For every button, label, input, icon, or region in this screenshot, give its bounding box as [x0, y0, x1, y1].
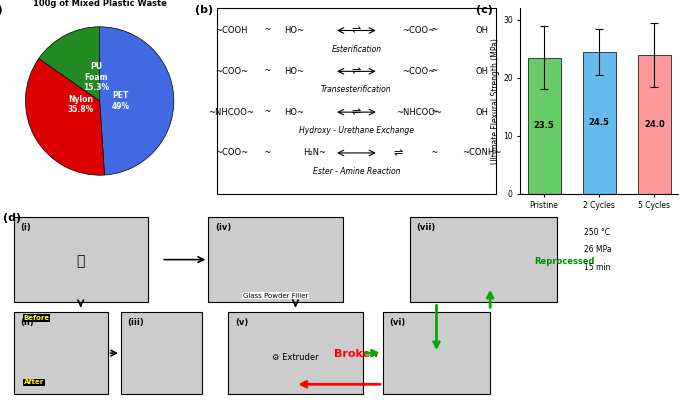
Wedge shape [25, 59, 105, 175]
Text: ⇌: ⇌ [393, 148, 403, 158]
Text: HO~: HO~ [284, 67, 303, 76]
Text: OH: OH [475, 67, 488, 76]
Text: (v): (v) [235, 318, 249, 327]
Text: 250 °C: 250 °C [584, 228, 610, 237]
Text: ~: ~ [264, 107, 271, 117]
Text: (c): (c) [476, 5, 493, 14]
Wedge shape [39, 27, 99, 101]
Bar [527, 58, 561, 194]
Text: ~COO~: ~COO~ [214, 67, 248, 76]
Text: 26 MPa: 26 MPa [584, 246, 612, 254]
Text: 15 min: 15 min [584, 263, 610, 272]
FancyBboxPatch shape [410, 217, 558, 302]
Text: Reprocessed: Reprocessed [534, 257, 595, 266]
Text: PU
Foam
15.3%: PU Foam 15.3% [83, 62, 109, 92]
Wedge shape [99, 27, 174, 175]
Text: Broken: Broken [334, 349, 378, 359]
FancyBboxPatch shape [228, 312, 362, 394]
Text: ⇌: ⇌ [351, 66, 361, 76]
Text: ~COO~: ~COO~ [214, 148, 248, 157]
Text: H₂N~: H₂N~ [303, 148, 326, 157]
Text: ~COO~: ~COO~ [403, 26, 436, 35]
Text: ~: ~ [264, 148, 271, 158]
Text: ~: ~ [432, 148, 437, 158]
Text: ~NHCOO~: ~NHCOO~ [208, 108, 254, 117]
Text: ~: ~ [264, 66, 271, 76]
FancyBboxPatch shape [208, 217, 342, 302]
Text: (i): (i) [21, 222, 31, 232]
FancyBboxPatch shape [14, 312, 108, 394]
Text: 🧴: 🧴 [77, 255, 85, 269]
Text: ~: ~ [432, 107, 437, 117]
FancyBboxPatch shape [383, 312, 490, 394]
Text: 23.5: 23.5 [534, 121, 555, 130]
Text: (ii): (ii) [21, 318, 34, 327]
Text: ~COO~: ~COO~ [403, 67, 436, 76]
Text: ~: ~ [264, 26, 271, 35]
Text: HO~: HO~ [284, 26, 303, 35]
Text: ⇌: ⇌ [351, 26, 361, 35]
Text: 24.0: 24.0 [644, 120, 665, 129]
FancyBboxPatch shape [121, 312, 201, 394]
Text: ~NHCOO~: ~NHCOO~ [396, 108, 442, 117]
Text: (iv): (iv) [215, 222, 232, 232]
Text: ~COOH: ~COOH [215, 26, 247, 35]
Bar [583, 52, 616, 194]
Text: 24.5: 24.5 [589, 118, 610, 127]
Text: Ester - Amine Reaction: Ester - Amine Reaction [312, 167, 400, 176]
Text: (d): (d) [3, 213, 22, 223]
Text: Before: Before [23, 315, 50, 321]
Text: ~: ~ [432, 26, 437, 35]
Text: (iii): (iii) [127, 318, 145, 327]
Title: 100g of Mixed Plastic Waste: 100g of Mixed Plastic Waste [33, 0, 166, 8]
Text: (vi): (vi) [390, 318, 406, 327]
Text: ~: ~ [432, 66, 437, 76]
Text: Esterification: Esterification [332, 44, 382, 54]
Text: (a): (a) [0, 5, 2, 14]
Text: (b): (b) [195, 5, 213, 14]
Text: Glass Powder Filler: Glass Powder Filler [242, 293, 308, 299]
Text: PET
49%: PET 49% [112, 91, 129, 111]
Text: ⇌: ⇌ [351, 107, 361, 117]
Text: OH: OH [475, 26, 488, 35]
Text: OH: OH [475, 108, 488, 117]
Text: Nylon
35.8%: Nylon 35.8% [68, 95, 95, 115]
Text: ~CONH~: ~CONH~ [462, 148, 501, 157]
Text: Transesterification: Transesterification [321, 85, 392, 94]
Text: ⚙ Extruder: ⚙ Extruder [272, 353, 319, 361]
Bar [638, 55, 671, 194]
Y-axis label: Ultimate Flexural Strength (MPa): Ultimate Flexural Strength (MPa) [491, 38, 500, 164]
FancyBboxPatch shape [14, 217, 148, 302]
Text: Hydroxy - Urethane Exchange: Hydroxy - Urethane Exchange [299, 126, 414, 135]
Text: After: After [23, 379, 44, 385]
Text: (vii): (vii) [416, 222, 436, 232]
Text: HO~: HO~ [284, 108, 303, 117]
